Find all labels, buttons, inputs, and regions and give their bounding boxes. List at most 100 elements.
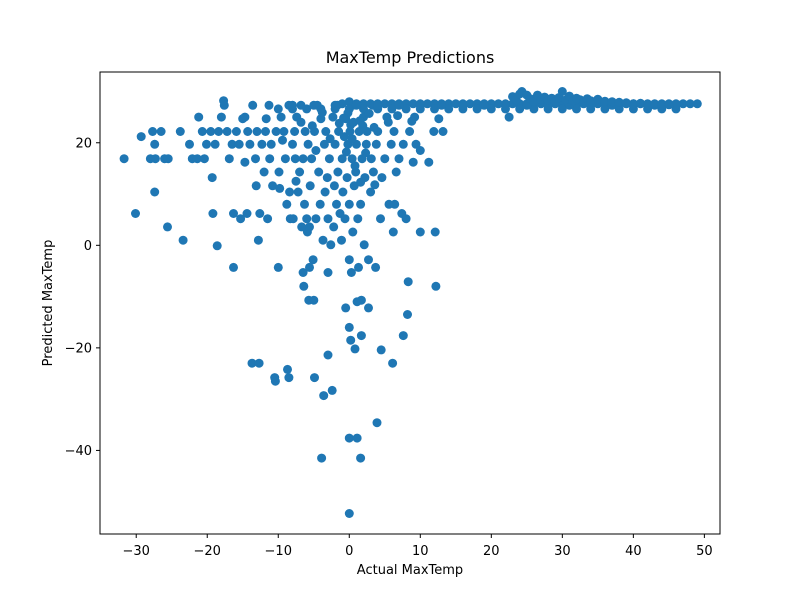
data-point xyxy=(344,509,354,518)
data-point xyxy=(344,433,354,443)
data-point xyxy=(347,134,357,144)
data-point xyxy=(298,154,308,164)
data-point xyxy=(369,122,379,132)
data-point xyxy=(388,227,398,237)
data-point xyxy=(242,209,252,218)
data-point xyxy=(194,112,204,122)
data-point xyxy=(557,104,567,114)
data-point xyxy=(692,99,702,109)
data-point xyxy=(296,117,306,127)
x-axis: −30 −20 −10 0 10 20 30 40 50 xyxy=(123,534,713,559)
data-point xyxy=(291,176,301,186)
data-point xyxy=(310,373,319,383)
data-point xyxy=(621,98,631,108)
data-point xyxy=(358,121,368,131)
data-point xyxy=(311,214,321,224)
data-point xyxy=(276,112,286,122)
data-point xyxy=(288,139,297,149)
data-point xyxy=(150,154,160,164)
data-point xyxy=(593,94,603,104)
data-point xyxy=(529,104,539,114)
data-point xyxy=(216,112,226,122)
data-point xyxy=(266,139,276,149)
data-point xyxy=(600,104,610,114)
data-point xyxy=(323,268,333,277)
data-point xyxy=(614,97,624,107)
data-point xyxy=(245,139,255,149)
data-point xyxy=(337,99,347,109)
data-point xyxy=(356,199,366,209)
x-tick-label: 50 xyxy=(696,544,713,559)
data-point xyxy=(202,139,211,149)
data-point xyxy=(401,214,411,224)
data-point xyxy=(361,139,371,149)
data-point xyxy=(403,277,413,287)
data-point xyxy=(208,209,218,218)
x-tick-label: 20 xyxy=(483,544,500,559)
data-point xyxy=(309,100,319,110)
data-point xyxy=(264,100,274,110)
data-point xyxy=(283,364,292,374)
data-point xyxy=(431,281,441,291)
data-point xyxy=(288,100,297,110)
data-point xyxy=(373,100,383,110)
chart-title: MaxTemp Predictions xyxy=(326,48,495,67)
data-point xyxy=(515,104,525,114)
data-point xyxy=(366,99,376,109)
data-point xyxy=(275,183,285,193)
data-point xyxy=(175,127,185,136)
y-tick-label: 20 xyxy=(75,136,92,151)
data-point xyxy=(337,154,347,164)
data-point xyxy=(307,121,317,131)
data-point xyxy=(458,100,468,110)
data-point xyxy=(229,262,238,272)
data-point xyxy=(248,100,258,110)
data-point xyxy=(338,187,348,197)
data-point xyxy=(344,199,354,209)
data-point xyxy=(572,104,581,114)
data-point xyxy=(408,157,418,167)
data-point xyxy=(398,331,408,341)
data-point xyxy=(212,241,222,251)
data-point xyxy=(398,139,408,149)
data-point xyxy=(339,113,349,123)
data-point xyxy=(271,127,281,136)
data-point xyxy=(342,173,352,183)
data-point xyxy=(303,139,313,149)
data-point xyxy=(333,167,343,177)
data-point xyxy=(391,167,401,177)
data-point xyxy=(307,154,317,164)
data-point xyxy=(401,104,411,114)
data-point xyxy=(347,154,357,164)
data-point xyxy=(394,154,404,164)
data-point xyxy=(320,187,330,197)
data-point xyxy=(330,100,340,110)
data-point xyxy=(150,187,160,197)
data-point xyxy=(643,100,653,110)
data-point xyxy=(295,167,305,177)
data-point xyxy=(288,214,298,224)
data-point xyxy=(214,127,224,136)
data-point xyxy=(302,104,312,114)
data-point xyxy=(273,104,283,114)
plot-frame xyxy=(99,71,721,535)
y-axis-label: Predicted MaxTemp xyxy=(41,240,56,367)
x-tick-label: −30 xyxy=(123,544,150,559)
x-axis-label: Actual MaxTemp xyxy=(357,563,463,578)
data-point xyxy=(199,154,209,164)
data-point xyxy=(305,222,314,232)
data-point xyxy=(380,154,390,164)
data-point xyxy=(240,157,250,167)
data-point xyxy=(150,139,160,149)
data-point xyxy=(359,240,369,250)
data-point xyxy=(206,127,216,136)
data-point xyxy=(207,173,217,183)
data-point xyxy=(302,214,312,224)
data-point xyxy=(337,235,346,245)
data-point xyxy=(224,154,234,164)
data-point xyxy=(251,154,260,164)
x-tick-label: 30 xyxy=(554,544,571,559)
data-point xyxy=(254,358,264,368)
data-point xyxy=(341,147,351,157)
